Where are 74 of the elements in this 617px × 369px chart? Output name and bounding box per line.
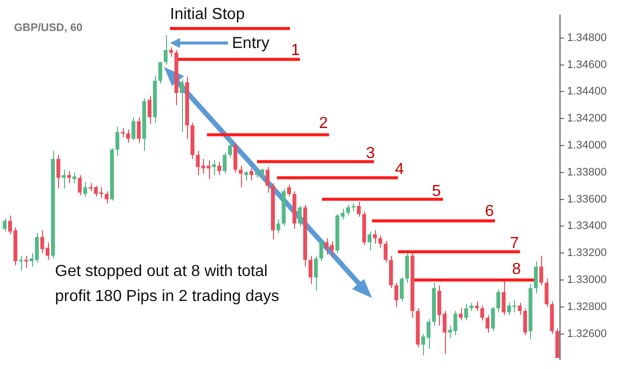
- y-tick-label: 1.33400: [567, 220, 607, 232]
- candlestick: [72, 172, 76, 184]
- candlestick: [384, 240, 388, 264]
- candlestick: [523, 308, 528, 336]
- y-tick-label: 1.34600: [567, 58, 607, 71]
- annotation: Get stopped out at 8 with total profit 180 Pips in 2 trading days: [55, 262, 280, 307]
- candlestick: [158, 62, 162, 84]
- candlestick: [169, 46, 173, 58]
- candlestick: [458, 308, 463, 321]
- candlestick: [120, 128, 125, 138]
- candlestick: [314, 255, 318, 292]
- candlestick: [400, 276, 404, 302]
- candlestick: [136, 116, 141, 144]
- y-tick-label: 1.34800: [567, 32, 607, 44]
- candlestick: [115, 126, 120, 157]
- y-tick-label: 1.34000: [567, 140, 607, 152]
- annotation: 1: [291, 41, 300, 61]
- annotation: 8: [512, 260, 521, 280]
- candlestick: [496, 288, 500, 313]
- candlestick: [346, 204, 350, 216]
- candlestick: [298, 206, 302, 227]
- candlestick: [491, 306, 495, 332]
- candlestick: [104, 190, 109, 204]
- candlestick: [83, 181, 88, 198]
- candlestick: [2, 218, 7, 232]
- y-tick-label: 1.32800: [567, 300, 607, 313]
- annotation: 5: [432, 182, 441, 202]
- candlestick: [474, 301, 479, 312]
- candlestick: [502, 280, 506, 316]
- candlestick: [148, 95, 152, 124]
- y-tick-label: 1.33800: [567, 166, 607, 178]
- candlestick: [244, 170, 248, 181]
- candlestick: [372, 230, 377, 244]
- annotation: Entry: [232, 34, 270, 54]
- candlestick: [518, 302, 522, 316]
- candlestick: [319, 239, 324, 262]
- candlestick: [308, 255, 312, 285]
- candlestick: [534, 260, 538, 294]
- candlestick: [132, 116, 136, 141]
- candlestick: [228, 138, 232, 158]
- y-tick-label: 1.34400: [567, 86, 607, 98]
- annotation: 7: [510, 234, 519, 254]
- candlestick: [368, 231, 372, 251]
- annotation: 4: [395, 160, 404, 180]
- candlestick: [222, 152, 227, 174]
- candlestick: [539, 255, 544, 286]
- annotation: 6: [485, 202, 494, 222]
- candlestick: [405, 252, 410, 284]
- y-tick-label: 1.33200: [567, 247, 607, 260]
- candlestick: [276, 218, 280, 234]
- candlestick: [217, 161, 222, 176]
- candlestick: [544, 278, 549, 308]
- y-tick-label: 1.33000: [567, 274, 607, 286]
- candlestick: [486, 314, 490, 333]
- candlestick: [212, 160, 216, 176]
- y-tick-label: 1.32600: [567, 328, 607, 340]
- candlestick: [67, 170, 71, 184]
- candlestick: [266, 166, 270, 194]
- candlestick: [356, 202, 361, 218]
- candlestick: [56, 154, 60, 190]
- text: GBP/USD, 60: [14, 22, 82, 34]
- candlestick: [62, 169, 66, 190]
- candlestick: [250, 168, 254, 181]
- candlestick: [394, 282, 398, 308]
- candlestick: [464, 304, 468, 321]
- candlestick: [164, 34, 168, 66]
- annotation: 2: [319, 114, 328, 134]
- candlestick: [126, 128, 130, 144]
- annotation: 3: [366, 144, 375, 164]
- candlestick: [238, 165, 243, 188]
- y-tick-label: 1.34200: [567, 112, 607, 125]
- candlestick: [287, 184, 291, 198]
- y-tick-label: 1.33600: [567, 193, 607, 206]
- annotation: Initial Stop: [170, 5, 245, 25]
